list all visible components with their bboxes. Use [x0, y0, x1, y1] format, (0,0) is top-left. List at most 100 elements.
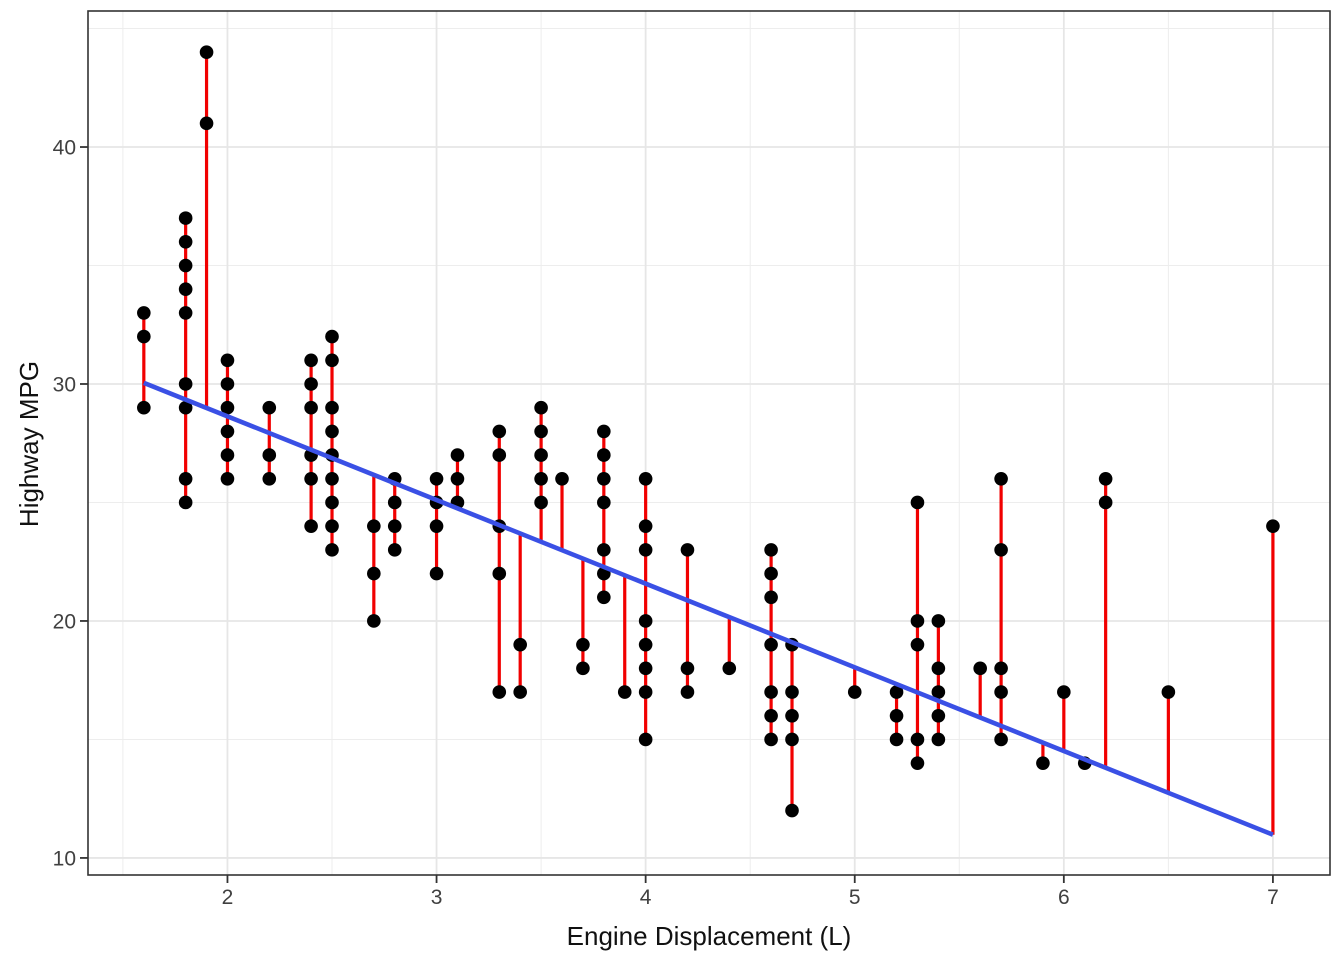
data-point — [638, 637, 653, 652]
data-point — [638, 519, 653, 533]
x-tick-label: 5 — [849, 886, 861, 909]
data-point — [764, 732, 778, 747]
data-point — [534, 448, 548, 462]
x-tick-label: 7 — [1267, 886, 1279, 909]
data-point — [785, 732, 799, 747]
data-point — [680, 685, 695, 699]
data-point — [597, 424, 611, 439]
data-point — [304, 519, 318, 533]
data-point — [931, 732, 946, 747]
data-point — [492, 424, 507, 439]
data-point — [555, 471, 569, 486]
data-point — [931, 614, 946, 628]
panel-background — [88, 11, 1330, 875]
data-point — [178, 306, 193, 320]
data-point — [304, 471, 318, 486]
data-point — [387, 519, 402, 533]
data-point — [450, 448, 465, 462]
data-point — [910, 495, 925, 510]
data-point — [513, 685, 527, 699]
data-point — [178, 377, 193, 391]
data-point — [492, 448, 507, 462]
data-point — [973, 661, 987, 676]
data-point — [764, 685, 778, 699]
data-point — [492, 566, 507, 581]
data-point — [889, 685, 904, 699]
data-point — [597, 590, 611, 605]
data-point — [513, 637, 527, 652]
data-point — [325, 353, 339, 368]
data-point — [220, 353, 235, 368]
x-axis-title: Engine Displacement (L) — [566, 921, 852, 951]
data-point — [199, 116, 214, 131]
data-point — [325, 424, 339, 439]
data-point — [534, 495, 548, 510]
data-point — [576, 637, 590, 652]
data-point — [764, 637, 778, 652]
data-point — [764, 543, 778, 557]
data-point — [764, 566, 778, 581]
y-tick-label: 20 — [53, 610, 76, 633]
data-point — [785, 803, 799, 818]
data-point — [534, 471, 548, 486]
data-point — [178, 235, 193, 249]
data-point — [262, 448, 277, 462]
panel-border — [87, 10, 1331, 876]
data-point — [764, 590, 778, 605]
data-point — [910, 756, 925, 770]
data-point — [262, 400, 277, 415]
data-point — [910, 614, 925, 628]
data-point — [785, 685, 799, 699]
data-point — [325, 400, 339, 415]
data-point — [1098, 495, 1113, 510]
data-point — [178, 400, 193, 415]
data-point — [576, 661, 590, 676]
data-point — [304, 400, 318, 415]
data-point — [994, 685, 1008, 699]
x-tick-label: 4 — [640, 886, 652, 909]
data-point — [680, 661, 695, 676]
y-axis-title: Highway MPG — [14, 360, 44, 528]
data-point — [534, 424, 548, 439]
data-point — [137, 329, 151, 344]
data-point — [387, 543, 402, 557]
data-point — [889, 732, 904, 747]
data-point — [889, 708, 904, 723]
data-point — [1098, 471, 1113, 486]
data-point — [994, 471, 1008, 486]
y-tick-label: 10 — [53, 847, 76, 870]
data-point — [722, 661, 737, 676]
data-point — [597, 495, 611, 510]
data-point — [534, 400, 548, 415]
data-point — [178, 258, 193, 273]
data-point — [785, 708, 799, 723]
data-point — [325, 471, 339, 486]
data-point — [429, 566, 444, 581]
data-point — [325, 543, 339, 557]
data-point — [220, 377, 235, 391]
data-point — [1266, 519, 1280, 533]
data-point — [429, 471, 444, 486]
regression-line — [142, 380, 1274, 837]
data-point — [597, 448, 611, 462]
data-point — [994, 732, 1008, 747]
data-point — [367, 614, 381, 628]
y-tick-label: 30 — [53, 373, 76, 396]
data-point — [325, 495, 339, 510]
y-tick-label: 40 — [53, 137, 76, 160]
data-point — [220, 471, 235, 486]
data-point — [764, 708, 778, 723]
data-point — [137, 400, 151, 415]
data-point — [847, 685, 862, 699]
data-point — [262, 471, 277, 486]
data-point — [638, 685, 653, 699]
data-point — [910, 732, 925, 747]
x-tick-label: 6 — [1058, 886, 1070, 909]
data-point — [178, 211, 193, 225]
data-point — [220, 424, 235, 439]
data-point — [178, 495, 193, 510]
data-point — [178, 471, 193, 486]
data-point — [597, 471, 611, 486]
